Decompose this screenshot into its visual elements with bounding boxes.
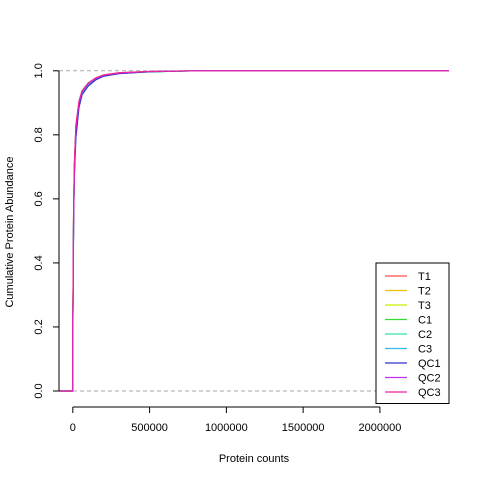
- y-axis-label: Cumulative Protein Abundance: [4, 156, 16, 307]
- legend-label: QC2: [418, 373, 441, 385]
- legend-label: T1: [418, 271, 431, 283]
- legend-label: C1: [418, 315, 432, 327]
- y-axis-ticks: 0.0 0.2 0.4 0.6 0.8 1.0: [33, 63, 59, 399]
- y-tick-label: 0.2: [33, 319, 45, 334]
- legend-label: T2: [418, 286, 431, 298]
- legend-label: T3: [418, 300, 431, 312]
- x-tick-label: 2000000: [358, 422, 401, 434]
- legend-box: [375, 262, 450, 404]
- y-tick-label: 0.4: [33, 255, 45, 270]
- legend-entry-t1: T1: [385, 271, 431, 283]
- y-tick-label: 0.6: [33, 191, 45, 206]
- x-tick-label: 0: [70, 422, 76, 434]
- legend-entry-qc1: QC1: [385, 358, 441, 370]
- x-axis-label: Protein counts: [219, 453, 290, 465]
- series-line-qc3: [59, 70, 449, 392]
- legend-entry-t3: T3: [385, 300, 431, 312]
- y-tick-label: 0.0: [33, 383, 45, 398]
- y-tick-label: 0.8: [33, 127, 45, 142]
- series-lines: [59, 70, 449, 392]
- legend-entry-qc3: QC3: [385, 387, 441, 399]
- legend: T1 T2 T3 C1 C2 C3 QC1 QC2 QC3: [375, 262, 450, 404]
- legend-label: QC3: [418, 387, 441, 399]
- legend-entry-qc2: QC2: [385, 373, 441, 385]
- legend-entry-c2: C2: [385, 329, 432, 341]
- x-tick-label: 500000: [131, 422, 168, 434]
- legend-entry-c3: C3: [385, 344, 432, 356]
- y-tick-label: 1.0: [33, 63, 45, 78]
- x-tick-label: 1000000: [205, 422, 248, 434]
- x-axis-ticks: 0 500000 1000000 1500000 2000000: [70, 407, 401, 434]
- legend-items: T1 T2 T3 C1 C2 C3 QC1 QC2 QC3: [385, 271, 441, 399]
- legend-entry-t2: T2: [385, 286, 431, 298]
- legend-label: C2: [418, 329, 432, 341]
- legend-label: C3: [418, 344, 432, 356]
- x-tick-label: 1500000: [282, 422, 325, 434]
- axes: 0 500000 1000000 1500000 2000000 0.00.20.40.…: [33, 63, 401, 434]
- legend-label: QC1: [418, 358, 441, 370]
- legend-entry-c1: C1: [385, 315, 432, 327]
